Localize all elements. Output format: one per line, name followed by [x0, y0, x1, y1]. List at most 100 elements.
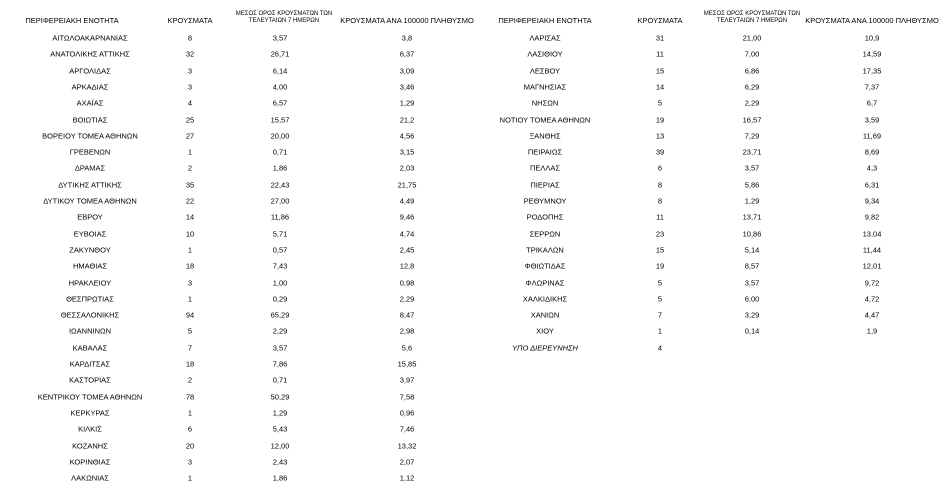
seven-day-mean: 20,00: [270, 131, 290, 141]
cases: 78: [185, 392, 195, 402]
cases-per-100k: 1,12: [399, 473, 415, 483]
cases-per-100k: 7,58: [399, 392, 415, 402]
region-name: ΛΕΣΒΟΥ: [529, 66, 561, 76]
cases-per-100k: 2,07: [399, 457, 415, 467]
region-name: ΕΥΒΟΙΑΣ: [73, 229, 107, 239]
cases: 3: [187, 457, 193, 467]
region-name: ΣΕΡΡΩΝ: [529, 229, 561, 239]
cases: 5: [657, 278, 663, 287]
cases-per-100k: 14,59: [862, 49, 882, 59]
seven-day-mean: 15,57: [270, 115, 290, 124]
seven-day-mean: 5,86: [744, 180, 760, 190]
region-name: ΔΥΤΙΚΟΥ ΤΟΜΕΑ ΑΘΗΝΩΝ: [43, 196, 137, 206]
seven-day-mean: 6,57: [272, 98, 288, 108]
cases: 1: [187, 294, 193, 304]
cases-per-100k: 3,59: [864, 115, 880, 124]
cases: 4: [187, 98, 193, 108]
region-name: ΔΥΤΙΚΗΣ ΑΤΤΙΚΗΣ: [58, 180, 122, 190]
column-header: ΚΡΟΥΣΜΑΤΑ: [637, 16, 683, 25]
region-name: ΤΡΙΚΑΛΩΝ: [526, 245, 564, 255]
cases: 8: [187, 33, 193, 43]
cases-per-100k: 1,29: [399, 98, 415, 108]
seven-day-mean: 3,29: [744, 310, 760, 320]
cases: 2: [187, 163, 193, 173]
cases: 1: [187, 408, 193, 418]
column-header: ΚΡΟΥΣΜΑΤΑ ΑΝΑ 100000 ΠΛΗΘΥΣΜΟ: [805, 16, 939, 25]
region-name: ΔΡΑΜΑΣ: [74, 163, 106, 173]
cases-per-100k: 21,2: [399, 115, 415, 124]
seven-day-mean: 3,57: [744, 278, 760, 287]
region-name: ΗΡΑΚΛΕΙΟΥ: [68, 278, 112, 287]
region-name: ΒΟΡΕΙΟΥ ΤΟΜΕΑ ΑΘΗΝΩΝ: [42, 131, 138, 141]
cases-per-100k: 7,46: [399, 424, 415, 434]
seven-day-mean: 2,43: [272, 457, 288, 467]
cases-per-100k: 2,03: [399, 163, 415, 173]
region-name: ΠΙΕΡΙΑΣ: [530, 180, 560, 190]
cases-per-100k: 4,56: [399, 131, 415, 141]
seven-day-mean: 12,00: [270, 441, 290, 450]
region-name: ΑΙΤΩΛΟΑΚΑΡΝΑΝΙΑΣ: [52, 33, 128, 43]
cases: 1: [187, 147, 193, 157]
cases: 22: [185, 196, 195, 206]
cases-per-100k: 3,46: [399, 82, 415, 92]
cases-per-100k: 0,96: [399, 408, 415, 418]
cases-per-100k: 13,32: [397, 441, 417, 450]
cases: 19: [655, 261, 665, 271]
region-name: ΙΩΑΝΝΙΝΩΝ: [68, 326, 112, 336]
seven-day-mean: 0,57: [272, 245, 288, 255]
region-name: ΧΑΝΙΩΝ: [530, 310, 560, 320]
cases: 5: [187, 326, 193, 336]
cases-per-100k: 2,45: [399, 245, 415, 255]
cases: 15: [655, 66, 665, 76]
region-name: ΑΡΓΟΛΙΔΑΣ: [69, 66, 111, 76]
region-name: ΚΕΡΚΥΡΑΣ: [70, 408, 110, 418]
region-name: ΚΟΡΙΝΘΙΑΣ: [69, 457, 111, 467]
seven-day-mean: 13,71: [742, 212, 762, 222]
cases-per-100k: 3,97: [399, 375, 415, 385]
cases: 11: [656, 49, 664, 59]
seven-day-mean: 7,86: [272, 359, 288, 369]
seven-day-mean: 6,00: [744, 294, 760, 304]
cases: 18: [185, 359, 195, 369]
cases-per-100k: 2,98: [399, 326, 415, 336]
region-name: ΚΑΒΑΛΑΣ: [72, 343, 108, 353]
cases-per-100k: 9,34: [864, 196, 880, 206]
cases: 2: [187, 375, 193, 385]
cases-per-100k: 3,15: [399, 147, 415, 157]
region-name: ΚΙΛΚΙΣ: [78, 424, 102, 434]
cases-per-100k: 11,44: [862, 245, 882, 255]
region-name: ΑΧΑΪΑΣ: [76, 98, 104, 108]
seven-day-mean: 5,43: [272, 424, 288, 434]
region-name: ΚΑΣΤΟΡΙΑΣ: [69, 375, 111, 385]
column-header: ΜΕΣΟΣ ΟΡΟΣ ΚΡΟΥΣΜΑΤΩΝ ΤΩΝ ΤΕΛΕΥΤΑΙΩΝ 7 Η…: [703, 11, 801, 24]
region-name: ΚΕΝΤΡΙΚΟΥ ΤΟΜΕΑ ΑΘΗΝΩΝ: [37, 392, 143, 402]
cases-per-100k: 8,69: [864, 147, 880, 157]
region-name: ΛΑΚΩΝΙΑΣ: [71, 473, 109, 483]
column-header: ΚΡΟΥΣΜΑΤΑ ΑΝΑ 100000 ΠΛΗΘΥΣΜΟ: [340, 16, 474, 25]
region-name: ΛΑΣΙΘΙΟΥ: [527, 49, 563, 59]
cases: 14: [655, 82, 665, 92]
column-header: ΚΡΟΥΣΜΑΤΑ: [167, 16, 213, 25]
cases-per-100k: 9,82: [864, 212, 880, 222]
seven-day-mean: 8,57: [744, 261, 760, 271]
cases: 8: [657, 180, 663, 190]
seven-day-mean: 50,29: [270, 392, 290, 402]
region-name: ΧΑΛΚΙΔΙΚΗΣ: [522, 294, 568, 304]
cases-per-100k: 17,35: [862, 66, 882, 76]
seven-day-mean: 1,86: [272, 163, 288, 173]
cases: 3: [187, 82, 193, 92]
seven-day-mean: 5,14: [744, 245, 760, 255]
cases-per-100k: 5,6: [401, 343, 413, 353]
cases: 6: [657, 163, 663, 173]
cases-per-100k: 4,74: [399, 229, 415, 239]
cases: 4: [657, 343, 663, 353]
cases: 13: [655, 131, 665, 141]
cases-per-100k: 13,04: [862, 229, 882, 239]
cases-per-100k: 7,37: [864, 82, 880, 92]
cases: 35: [185, 180, 195, 190]
seven-day-mean: 6,14: [272, 66, 288, 76]
region-name: ΘΕΣΣΑΛΟΝΙΚΗΣ: [60, 310, 120, 320]
region-name: ΠΕΛΛΑΣ: [529, 163, 561, 173]
cases: 7: [187, 343, 193, 353]
